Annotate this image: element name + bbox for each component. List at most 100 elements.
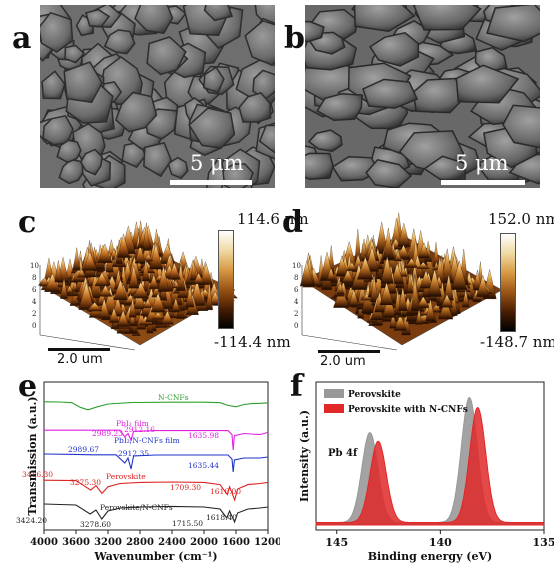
ftir-xtick-label: 1600: [222, 537, 250, 548]
sem-grains-a: [40, 5, 275, 188]
sem-grain: [258, 124, 275, 154]
afm-tick-c-3: 4: [32, 298, 37, 306]
sem-grain: [423, 155, 467, 181]
sem-grain: [305, 152, 334, 181]
afm-peak: [381, 296, 397, 318]
sem-grain: [143, 142, 173, 178]
afm-tick-c-2: 6: [32, 286, 37, 294]
scale-bar-a: [170, 180, 252, 185]
afm-peak: [160, 310, 174, 325]
colorbar-min-c: -114.4 nm: [214, 333, 291, 351]
afm-surface-d: 10 8 6 4 2 0: [292, 212, 503, 351]
afm-peak: [151, 312, 165, 320]
afm-tick-d-0: 10: [292, 262, 301, 270]
sem-image-a: 5 μm: [40, 5, 275, 188]
scale-bar-label-a: 5 μm: [190, 151, 244, 175]
xps-plot-frame: [315, 381, 545, 531]
afm-peak: [134, 244, 146, 264]
afm-peak: [396, 244, 411, 259]
ftir-xtick-label: 3600: [62, 537, 90, 548]
sem-grain: [365, 158, 413, 188]
afm-peak: [54, 260, 63, 283]
ftir-plot-frame: [43, 381, 269, 531]
ftir-annotation: 1635.44: [188, 461, 219, 470]
afm-peak: [341, 269, 355, 284]
afm-peak: [333, 286, 350, 308]
afm-tick-c-0: 10: [30, 262, 39, 270]
sem-grain: [42, 114, 74, 146]
afm-peak: [142, 299, 154, 309]
colorbar-max-d: 152.0 nm: [488, 210, 554, 228]
afm-tick-d-2: 6: [294, 286, 299, 294]
afm-peak: [132, 281, 149, 299]
afm-tick-c-1: 8: [32, 274, 36, 282]
sem-grain: [502, 104, 540, 149]
sem-grain: [508, 153, 540, 185]
afm-peak: [65, 285, 74, 294]
afm-scale-bar-d: [318, 350, 380, 353]
afm-peak: [415, 308, 423, 325]
sem-grain: [305, 20, 325, 43]
ftir-series-4: [43, 503, 269, 524]
sem-grain: [369, 31, 420, 67]
afm-peak: [370, 274, 379, 303]
sem-grain: [412, 5, 482, 31]
afm-tick-d-1: 8: [294, 274, 298, 282]
afm-peak: [149, 243, 163, 270]
afm-peak: [98, 298, 111, 319]
afm-peak: [185, 287, 195, 308]
ftir-xtick-label: 3200: [94, 537, 122, 548]
afm-peak: [73, 247, 81, 271]
afm-peak: [393, 313, 407, 331]
afm-peak: [450, 289, 458, 316]
afm-scale-label-c: 2.0 um: [57, 352, 103, 367]
afm-peak: [390, 262, 404, 284]
afm-peak: [440, 294, 454, 308]
afm-peak: [94, 272, 110, 287]
afm-peak: [336, 282, 345, 295]
afm-peak: [44, 273, 61, 292]
afm-peak: [132, 292, 147, 310]
ftir-annotation: Perovskite: [106, 472, 146, 481]
afm-peak: [108, 307, 120, 323]
ftir-annotation: 1618.40: [206, 513, 237, 522]
afm-peak: [383, 227, 394, 260]
afm-peak: [406, 272, 414, 294]
afm-peak: [416, 262, 430, 269]
afm-peak: [168, 262, 181, 280]
ftir-annotation: 3424.20: [16, 516, 47, 525]
afm-axis-d: [301, 265, 398, 351]
afm-peak: [335, 255, 349, 277]
afm-scale-label-d: 2.0 um: [320, 354, 366, 369]
afm-peak: [418, 242, 430, 259]
ftir-series-2: [43, 453, 269, 473]
sem-grain: [40, 11, 74, 53]
colorbar-c: [218, 230, 234, 329]
ftir-xtick-label: 2000: [190, 537, 218, 548]
sem-grain: [63, 61, 103, 104]
xps-ylabel: Intensity (a.u.): [298, 410, 311, 502]
afm-peak: [157, 265, 170, 292]
afm-peak: [82, 251, 98, 271]
afm-peak: [128, 264, 140, 289]
ftir-series-0: [43, 401, 269, 411]
sem-grains-b: [305, 5, 540, 188]
afm-peak: [404, 258, 419, 268]
ftir-annotation: 1635.98: [188, 431, 219, 440]
ftir-annotation: 3416.30: [22, 470, 53, 479]
afm-peak: [150, 292, 166, 313]
afm-peak: [375, 221, 389, 254]
afm-peak: [112, 295, 124, 317]
sem-grain: [146, 36, 187, 76]
afm-peak: [128, 297, 137, 318]
sem-grain: [316, 93, 364, 121]
afm-tick-d-5: 0: [294, 322, 298, 330]
afm-peak: [117, 233, 130, 258]
ftir-xtick-label: 4000: [30, 537, 58, 548]
ftir-xtick-label: 2400: [158, 537, 186, 548]
afm-peak: [78, 281, 95, 310]
afm-peak: [39, 276, 50, 287]
afm-peak: [171, 297, 181, 312]
ftir-ylabel: Transmission (a.u.): [26, 396, 39, 515]
